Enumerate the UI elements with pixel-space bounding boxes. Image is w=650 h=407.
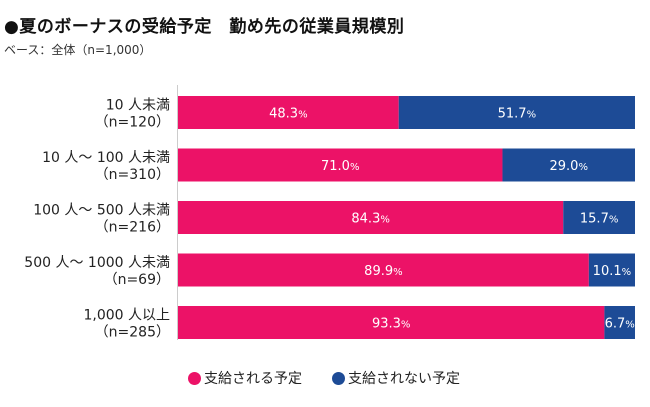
bar-segment-receive	[178, 253, 589, 287]
bar-segment-not-receive	[563, 201, 635, 234]
data-label: 48.3%	[269, 107, 307, 122]
legend-marker-receive	[188, 371, 201, 385]
data-label: 15.7%	[580, 212, 618, 227]
category-label: 100 人〜 500 人未満（n=216）	[33, 203, 170, 236]
chart-title: ●夏のボーナスの受給予定 勤め先の従業員規模別	[4, 17, 405, 37]
legend-label-receive: 支給される予定	[204, 371, 302, 387]
category-label: 500 人〜 1000 人未満（n=69）	[24, 255, 170, 288]
data-label: 6.7%	[605, 317, 635, 332]
data-label: 93.3%	[372, 317, 410, 332]
legend-marker-not-receive	[332, 371, 345, 385]
bar-segment-receive	[178, 306, 605, 339]
bar-segment-not-receive	[398, 96, 635, 129]
bar-segment-not-receive	[604, 306, 635, 339]
data-label: 51.7%	[498, 107, 536, 122]
legend-item-not-receive: 支給されない予定	[332, 368, 460, 388]
category-label: 10 人〜 100 人未満（n=310）	[42, 150, 170, 183]
data-label: 71.0%	[321, 159, 359, 174]
data-label: 84.3%	[351, 212, 389, 227]
bar-segment-not-receive	[588, 253, 635, 287]
chart-legend: 支給される予定 支給されない予定	[188, 368, 490, 388]
data-label: 10.1%	[593, 264, 631, 279]
legend-item-receive: 支給される予定	[188, 368, 302, 388]
category-label: 1,000 人以上（n=285）	[83, 308, 170, 341]
data-label: 29.0%	[550, 159, 588, 174]
bar-segment-receive	[178, 201, 564, 234]
bar-segment-receive	[178, 96, 399, 129]
bar-segment-not-receive	[502, 148, 635, 182]
category-label: 10 人未満（n=120）	[95, 98, 170, 131]
data-label: 89.9%	[364, 264, 402, 279]
bar-segment-receive	[178, 148, 503, 182]
chart-subtitle: ベース：全体（n=1,000）	[4, 43, 152, 57]
legend-label-not-receive: 支給されない予定	[348, 371, 460, 387]
